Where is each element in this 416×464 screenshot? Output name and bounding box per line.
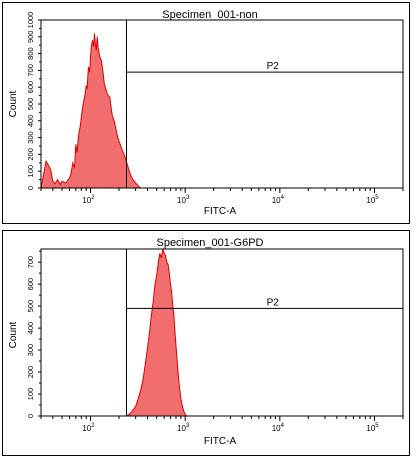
- panel-title: Specimen_001-non: [162, 9, 257, 21]
- plot-axis-box: [40, 248, 404, 417]
- y-tick-label: 800: [26, 47, 35, 60]
- y-axis-ticks: 0 100 200 300 400 500 600 700 800 900 1000: [26, 12, 41, 190]
- y-tick-label: 500: [26, 300, 35, 313]
- x-axis-ticks: 102 103 104 105: [40, 416, 404, 433]
- y-tick-label: 700: [26, 64, 35, 77]
- x-axis-label: FITC-A: [204, 436, 237, 447]
- gate-label: P2: [267, 61, 280, 72]
- y-tick-label: 300: [26, 344, 35, 357]
- panel-title: Specimen_001-G6PD: [156, 237, 263, 249]
- y-tick-label: 100: [26, 388, 35, 401]
- x-tick-label: 102: [82, 423, 95, 433]
- y-tick-label: 300: [26, 131, 35, 144]
- x-tick-label: 104: [272, 195, 285, 205]
- x-tick-label: 104: [272, 423, 285, 433]
- histogram-plot-area: [40, 33, 143, 189]
- panel-frame-bottom: [2, 230, 410, 456]
- y-tick-label: 600: [26, 81, 35, 94]
- y-axis-ticks: 0 100 200 300 400 500 600 700: [26, 250, 41, 418]
- y-tick-label: 200: [26, 366, 35, 379]
- y-tick-label: 500: [26, 98, 35, 111]
- histogram-plot-area: [124, 248, 188, 417]
- gate-p2: P2: [125, 20, 403, 188]
- y-tick-label: 700: [26, 256, 35, 269]
- y-tick-label: 0: [26, 186, 35, 190]
- y-tick-label: 200: [26, 148, 35, 161]
- histogram-area: [124, 248, 188, 417]
- x-tick-label: 103: [177, 423, 190, 433]
- x-axis-label: FITC-A: [204, 206, 237, 217]
- x-tick-label: 105: [366, 423, 379, 433]
- x-tick-label: 103: [177, 195, 190, 205]
- x-axis-ticks: 102 103 104 105: [40, 188, 404, 205]
- y-tick-label: 400: [26, 115, 35, 128]
- y-tick-label: 0: [26, 414, 35, 418]
- y-tick-label: 600: [26, 278, 35, 291]
- x-tick-label: 102: [82, 195, 95, 205]
- gate-label: P2: [267, 297, 280, 308]
- y-tick-label: 100: [26, 165, 35, 178]
- histogram-area: [40, 33, 143, 189]
- y-axis-label: Count: [8, 321, 19, 348]
- gate-p2: P2: [125, 249, 403, 416]
- histogram-panel-bottom: Specimen_001-G6PD P2 0 100 200 300 400 500 600…: [8, 237, 404, 447]
- y-tick-label: 900: [26, 31, 35, 44]
- y-tick-label: 1000: [26, 12, 35, 29]
- histogram-panel-top: Specimen_001-non P2 0 100 200 300 400 500 600 7…: [8, 9, 404, 217]
- panel-frame-top: [2, 2, 410, 224]
- y-axis-label: Count: [8, 90, 19, 117]
- y-tick-label: 400: [26, 322, 35, 335]
- x-tick-label: 105: [366, 195, 379, 205]
